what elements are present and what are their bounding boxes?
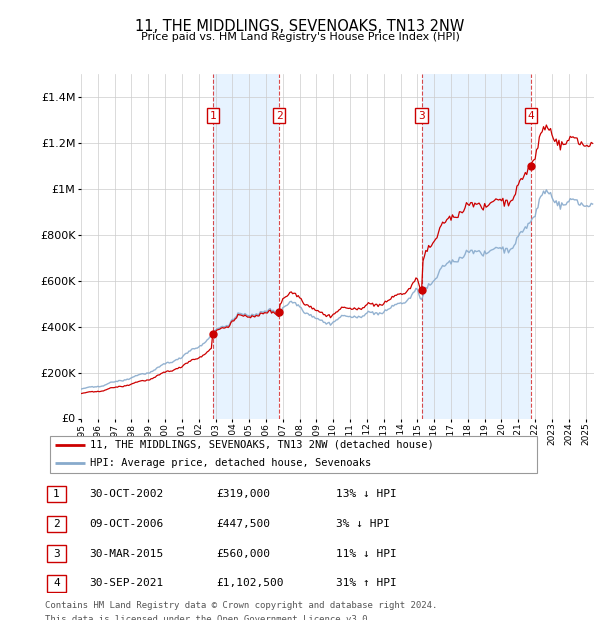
Text: This data is licensed under the Open Government Licence v3.0.: This data is licensed under the Open Gov… (45, 615, 373, 620)
Text: 11, THE MIDDLINGS, SEVENOAKS, TN13 2NW: 11, THE MIDDLINGS, SEVENOAKS, TN13 2NW (136, 19, 464, 33)
Text: 1: 1 (209, 111, 216, 121)
Text: 13% ↓ HPI: 13% ↓ HPI (336, 489, 397, 499)
Text: £1,102,500: £1,102,500 (216, 578, 284, 588)
Text: HPI: Average price, detached house, Sevenoaks: HPI: Average price, detached house, Seve… (90, 458, 371, 469)
Text: £319,000: £319,000 (216, 489, 270, 499)
Text: 3: 3 (418, 111, 425, 121)
Text: £447,500: £447,500 (216, 519, 270, 529)
FancyBboxPatch shape (47, 516, 66, 532)
Text: 30-SEP-2021: 30-SEP-2021 (89, 578, 163, 588)
Text: 09-OCT-2006: 09-OCT-2006 (89, 519, 163, 529)
Bar (212, 74, 279, 418)
Text: 4: 4 (53, 578, 60, 588)
Text: 30-MAR-2015: 30-MAR-2015 (89, 549, 163, 559)
Text: 1: 1 (53, 489, 60, 499)
Text: 2: 2 (53, 519, 60, 529)
Text: 2: 2 (276, 111, 283, 121)
Text: 11, THE MIDDLINGS, SEVENOAKS, TN13 2NW (detached house): 11, THE MIDDLINGS, SEVENOAKS, TN13 2NW (… (90, 440, 434, 450)
FancyBboxPatch shape (47, 486, 66, 502)
Text: 4: 4 (527, 111, 535, 121)
Text: 30-OCT-2002: 30-OCT-2002 (89, 489, 163, 499)
Text: 11% ↓ HPI: 11% ↓ HPI (336, 549, 397, 559)
Text: 31% ↑ HPI: 31% ↑ HPI (336, 578, 397, 588)
Bar (422, 74, 531, 418)
Text: 3: 3 (53, 549, 60, 559)
FancyBboxPatch shape (47, 575, 66, 591)
Text: Price paid vs. HM Land Registry's House Price Index (HPI): Price paid vs. HM Land Registry's House … (140, 32, 460, 42)
FancyBboxPatch shape (47, 546, 66, 562)
Text: £560,000: £560,000 (216, 549, 270, 559)
Text: 3% ↓ HPI: 3% ↓ HPI (336, 519, 390, 529)
FancyBboxPatch shape (50, 436, 536, 472)
Text: Contains HM Land Registry data © Crown copyright and database right 2024.: Contains HM Land Registry data © Crown c… (45, 601, 437, 611)
